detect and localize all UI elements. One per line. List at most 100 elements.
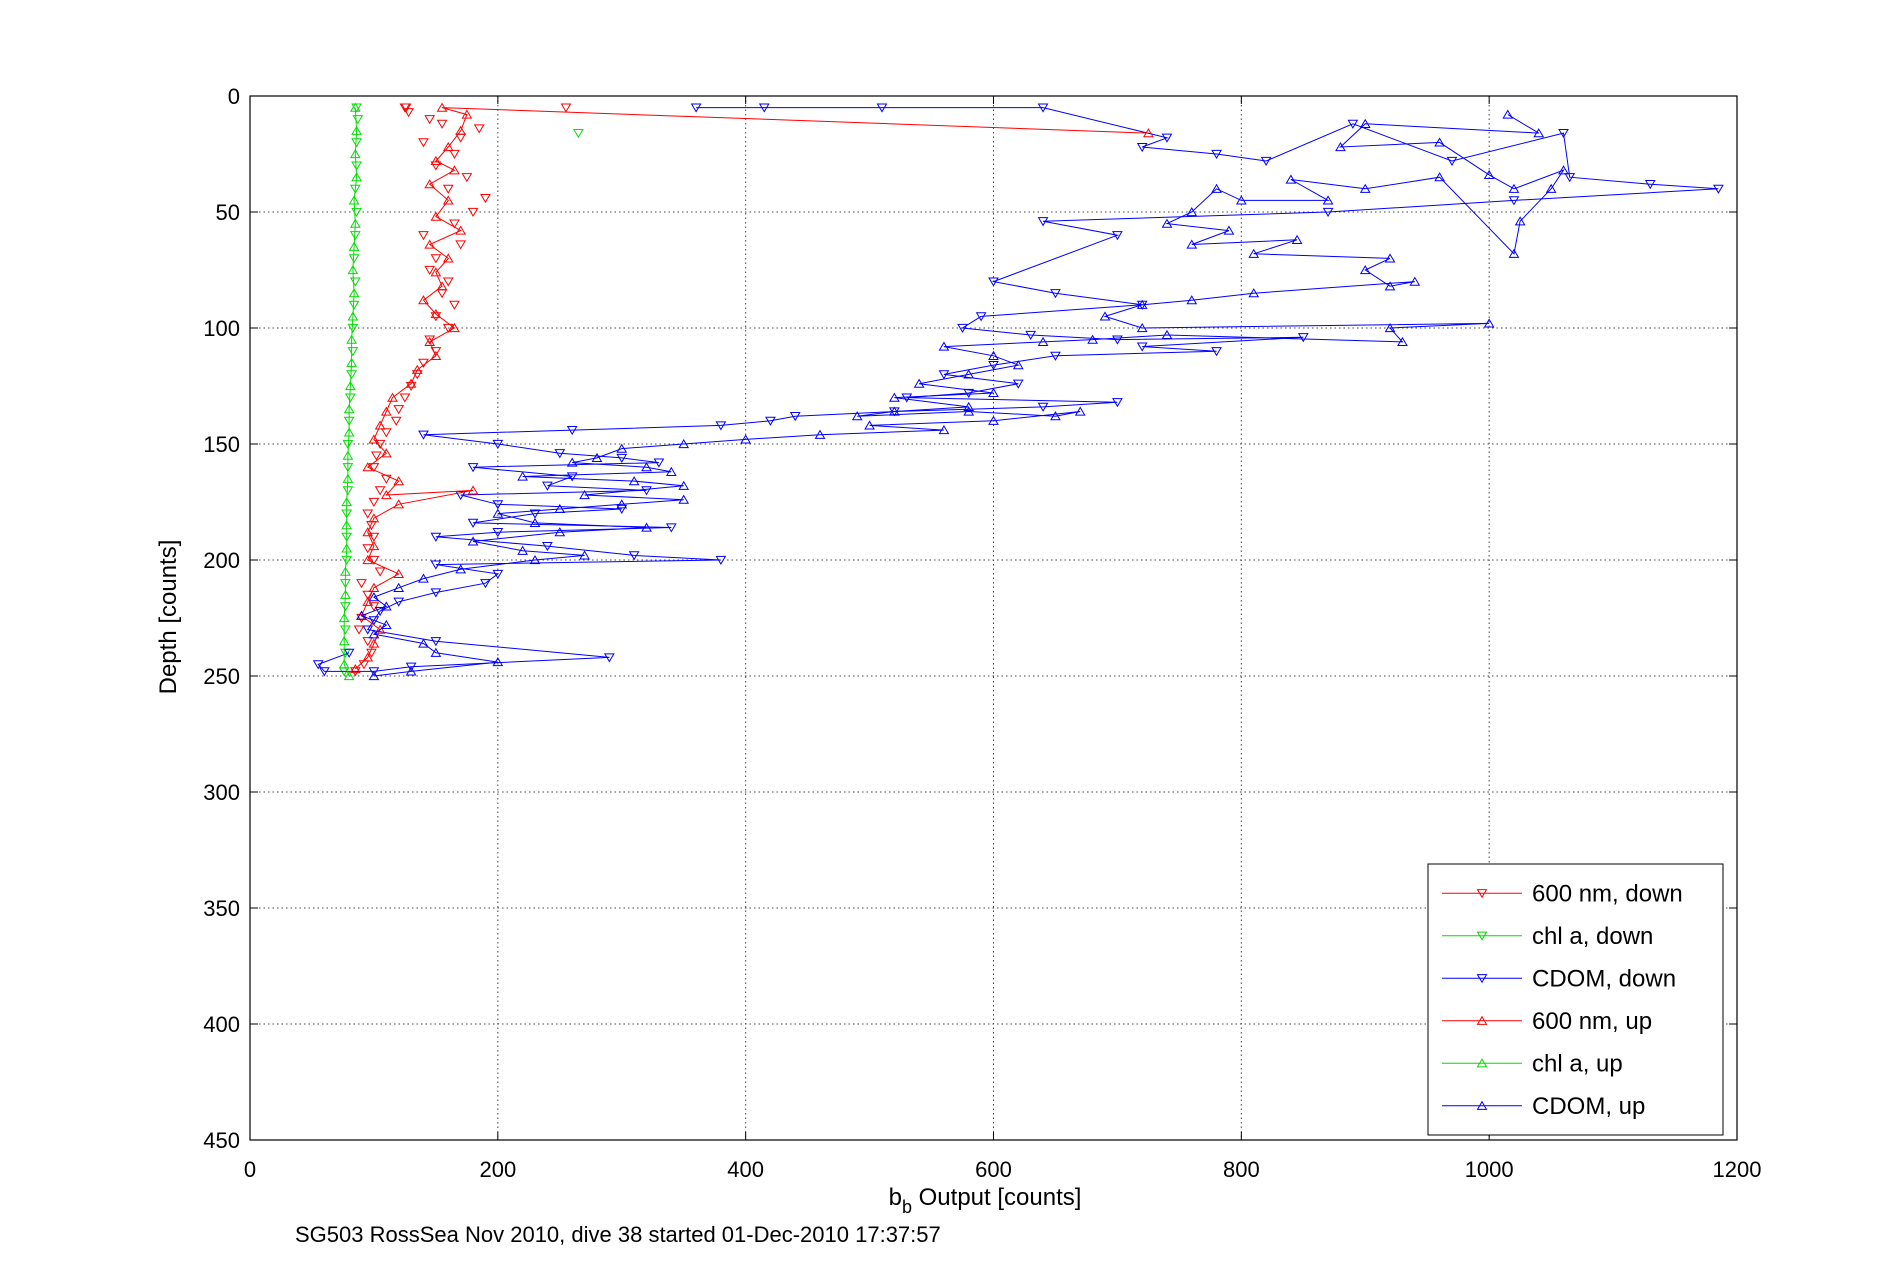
data-point: [1037, 217, 1049, 227]
data-point: [473, 124, 485, 134]
data-point: [368, 582, 380, 592]
data-point: [616, 443, 628, 453]
data-point: [351, 125, 362, 135]
data-point: [1025, 330, 1037, 340]
data-point: [1322, 207, 1334, 218]
data-point: [988, 277, 999, 287]
legend: 600 nm, down chl a, down CDOM, down 600 nm,…: [1427, 863, 1724, 1136]
data-point: [318, 667, 330, 677]
y-tick-label: 300: [203, 780, 240, 805]
data-point: [1112, 335, 1123, 345]
data-point: [368, 513, 380, 523]
data-point: [517, 471, 528, 481]
data-point: [342, 473, 354, 483]
data-point: [1260, 156, 1272, 166]
data-point: [343, 670, 355, 681]
data-point: [566, 472, 578, 482]
data-point: [430, 560, 442, 570]
data-point: [467, 485, 479, 495]
x-axis-label: bb Output [counts]: [889, 1184, 1082, 1217]
data-point: [455, 240, 467, 250]
data-point: [362, 527, 374, 537]
data-point: [876, 103, 888, 113]
data-point: [1508, 183, 1520, 193]
series-line: [360, 114, 1565, 677]
data-point: [1291, 234, 1303, 244]
data-point: [393, 582, 405, 592]
data-point: [938, 341, 950, 351]
data-point: [1211, 347, 1222, 357]
data-point: [1397, 336, 1408, 347]
legend-item: 600 nm, down: [1442, 880, 1683, 907]
legend-box: [1427, 863, 1724, 1136]
data-point: [1558, 165, 1569, 175]
data-point: [1359, 183, 1371, 193]
data-point: [340, 625, 351, 635]
data-point: [430, 211, 442, 221]
data-point: [1297, 333, 1309, 343]
data-point: [349, 218, 361, 228]
data-point: [430, 155, 442, 166]
data-point: [442, 277, 454, 287]
y-tick-label: 400: [203, 1012, 240, 1037]
data-point: [1136, 342, 1148, 352]
legend-label: 600 nm, down: [1532, 880, 1683, 907]
data-point: [424, 265, 436, 276]
data-point: [353, 625, 365, 635]
data-point: [765, 416, 776, 426]
data-point: [338, 659, 350, 669]
data-point: [1434, 172, 1445, 182]
data-point: [424, 115, 436, 125]
data-point: [1037, 103, 1049, 113]
data-point: [975, 312, 987, 322]
data-point: [573, 129, 584, 139]
data-point: [436, 281, 448, 291]
data-point: [430, 309, 442, 319]
data-point: [430, 267, 442, 277]
data-point: [963, 401, 975, 411]
data-point: [362, 637, 374, 647]
data-point: [1186, 295, 1198, 305]
data-point: [346, 334, 357, 344]
data-point: [1050, 351, 1061, 361]
data-point: [393, 476, 405, 486]
data-point: [814, 429, 826, 439]
data-point: [348, 288, 360, 298]
data-point: [338, 612, 350, 623]
series-4: [338, 102, 362, 681]
data-point: [1434, 137, 1445, 147]
data-point: [368, 638, 380, 648]
data-point: [1248, 288, 1260, 298]
data-point: [467, 536, 479, 546]
data-point: [492, 657, 504, 667]
data-point: [988, 361, 999, 371]
data-point: [362, 462, 374, 472]
data-point: [1347, 119, 1359, 129]
data-point: [390, 416, 402, 426]
data-point: [517, 545, 528, 555]
legend-label: chl a, up: [1532, 1050, 1623, 1077]
data-point: [1211, 183, 1222, 193]
data-point: [430, 637, 442, 647]
data-point: [1161, 218, 1173, 228]
data-point: [492, 508, 504, 518]
data-point: [789, 412, 801, 422]
data-point: [362, 590, 374, 600]
data-point: [1136, 299, 1148, 309]
series-3: [349, 102, 1154, 674]
data-point: [758, 103, 770, 113]
data-point: [1087, 334, 1099, 344]
ticks: 0 200 400 600 800 1000 1200 0 50 100 150 200 250 300 3…: [203, 84, 1761, 1182]
data-point: [449, 322, 460, 333]
data-point: [449, 300, 460, 310]
data-point: [351, 172, 362, 182]
data-point: [1644, 180, 1656, 190]
data-point: [467, 518, 479, 528]
data-point: [988, 415, 999, 425]
data-point: [1483, 318, 1495, 328]
data-point: [665, 523, 677, 533]
data-point: [988, 350, 999, 360]
data-point: [455, 564, 467, 574]
data-point: [529, 554, 541, 565]
